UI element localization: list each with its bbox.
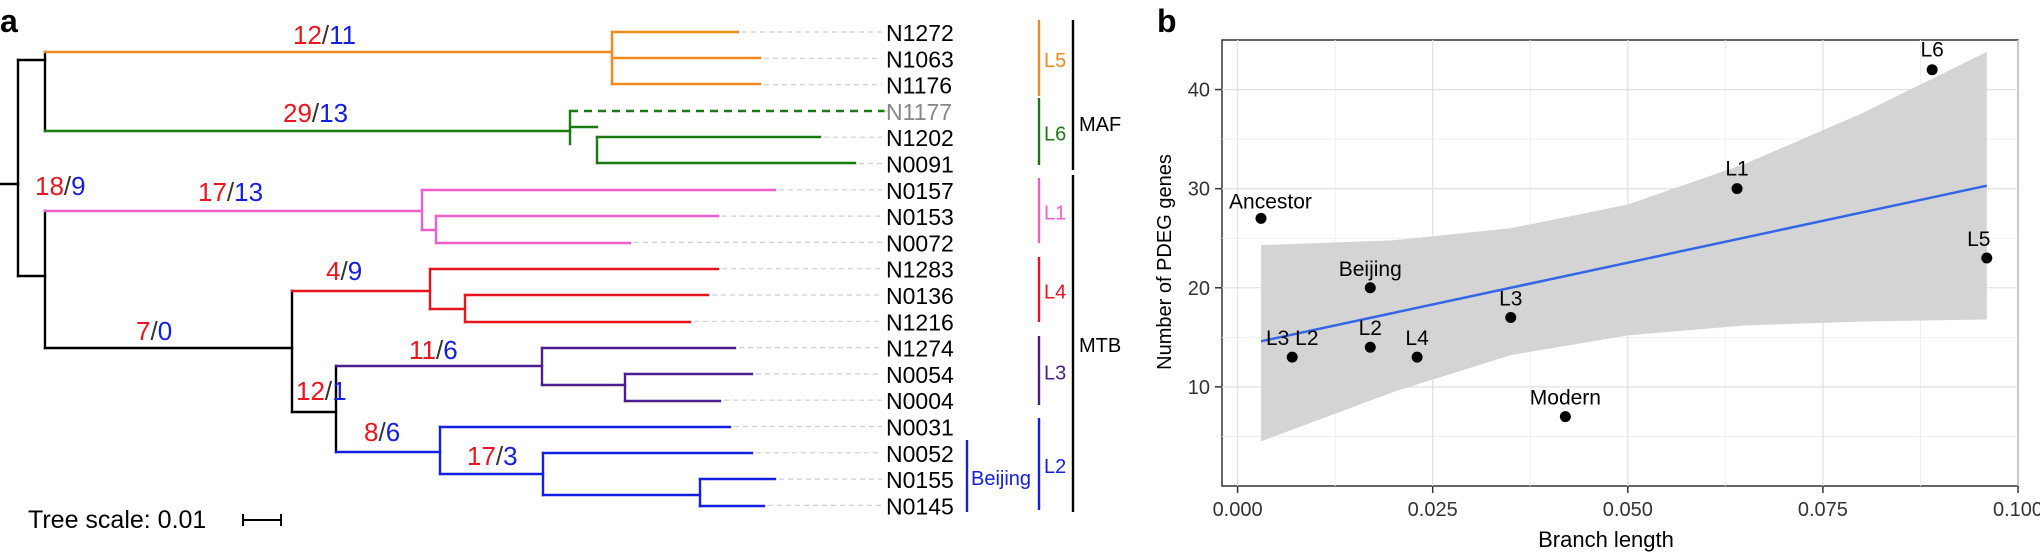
point-label: Modern (1530, 387, 1601, 410)
lineage-label: L5 (1044, 50, 1066, 72)
x-tick-label: 0.050 (1603, 499, 1653, 521)
point-label: L1 (1725, 158, 1748, 181)
data-point (1255, 212, 1267, 224)
lineage-label: L3 (1044, 363, 1066, 385)
y-tick-label: 20 (1188, 278, 1210, 300)
taxon-label: N0031 (886, 415, 954, 441)
y-tick-label: 10 (1188, 377, 1210, 399)
branch-count-label: 12/1 (296, 376, 347, 406)
point-label: L5 (1967, 228, 1990, 251)
taxon-label: N1274 (886, 336, 954, 362)
branch-count-label: 7/0 (136, 316, 172, 346)
beijing-label: Beijing (971, 468, 1031, 490)
x-axis-label: Branch length (1538, 527, 1674, 552)
data-point (1411, 351, 1423, 363)
branch-count-label: 18/9 (35, 171, 86, 201)
taxon-label: N0072 (886, 230, 954, 256)
taxon-label: N1272 (886, 20, 954, 46)
taxon-label: N0153 (886, 204, 954, 230)
point-label: L2 (1359, 317, 1382, 340)
y-tick-label: 40 (1188, 80, 1210, 102)
data-point (1364, 282, 1376, 294)
lineage-label: L1 (1044, 203, 1066, 225)
point-label: L6 (1920, 39, 1943, 62)
x-tick-label: 0.100 (1993, 499, 2040, 521)
panel-a-phylogenetic-tree: a N1272N1063N1176N1177N1202N0091N0157N01… (0, 3, 1121, 534)
branch-count-label: 29/13 (283, 98, 348, 128)
taxon-label: N1176 (886, 73, 952, 99)
data-point (1364, 341, 1376, 353)
taxon-label: N0145 (886, 493, 954, 519)
branch-mutation-counts: 12/11 29/13 18/9 17/13 4/9 7/0 11/6 12/1 8/6 17/3 (35, 20, 518, 471)
axis-ticks: 0.000 0.025 0.050 0.075 0.100 10 20 30 40 (1188, 80, 2040, 521)
confidence-band (1261, 51, 1987, 442)
lineage-label: L6 (1044, 124, 1066, 146)
point-label: Beijing (1339, 258, 1402, 281)
taxa-labels: N1272N1063N1176N1177N1202N0091N0157N0153… (886, 20, 954, 519)
point-label: L3 (1499, 288, 1522, 311)
group-label: MTB (1079, 335, 1121, 357)
point-label: Ancestor (1229, 190, 1312, 213)
data-point (1286, 351, 1298, 363)
data-point (1731, 183, 1743, 195)
panel-b-label: b (1157, 3, 1177, 39)
tree-leader-dashes (634, 31, 889, 506)
taxon-label: N1063 (886, 46, 954, 72)
data-points: L6 L1 Ancestor L5 Beijing L3 L2 L4 L3 L2 Modern (1229, 39, 1993, 423)
taxon-label: N1202 (886, 125, 954, 151)
lineage-label: L2 (1044, 456, 1066, 478)
point-label: L4 (1405, 327, 1429, 350)
y-axis-label: Number of PDEG genes (1154, 154, 1176, 370)
data-point (1505, 312, 1517, 324)
lineage-bars: L5 L6 L1 L4 L3 L2 Beijing MAF MTB (965, 20, 1121, 512)
lineage-label: L4 (1044, 282, 1066, 304)
y-tick-label: 30 (1188, 179, 1210, 201)
data-point (1981, 252, 1993, 264)
tree-scale: Tree scale: 0.01 (28, 506, 282, 534)
panel-b-scatter-chart: b L6 L1 Ancestor L5 Beijing L3 L2 L4 L3 L2 Modern… (1154, 3, 2040, 552)
x-tick-label: 0.000 (1213, 499, 1263, 521)
tree-branches (0, 30, 885, 508)
taxon-label: N0091 (886, 152, 954, 178)
taxon-label: N1216 (886, 309, 954, 335)
point-label: L3 L2 (1266, 327, 1319, 350)
branch-count-label: 8/6 (364, 417, 400, 447)
regression-line (1260, 184, 1988, 343)
branch-count-label: 11/6 (409, 335, 458, 365)
branch-count-label: 17/13 (198, 177, 263, 207)
branch-count-label: 12/11 (293, 20, 356, 50)
x-tick-label: 0.025 (1408, 499, 1458, 521)
branch-count-label: 17/3 (467, 441, 518, 471)
taxon-label: N0052 (886, 441, 954, 467)
branch-count-label: 4/9 (326, 256, 362, 286)
tree-scale-label: Tree scale: 0.01 (28, 506, 206, 534)
group-label: MAF (1079, 114, 1121, 136)
taxon-label: N0004 (886, 388, 954, 414)
panel-a-label: a (0, 3, 18, 39)
x-tick-label: 0.075 (1798, 499, 1848, 521)
taxon-label: N0157 (886, 178, 954, 204)
data-point (1559, 411, 1571, 423)
data-point (1926, 64, 1938, 76)
taxon-label: N0136 (886, 283, 954, 309)
taxon-label: N1177 (886, 99, 952, 125)
taxon-label: N0054 (886, 362, 954, 388)
taxon-label: N0155 (886, 467, 954, 493)
taxon-label: N1283 (886, 257, 954, 283)
